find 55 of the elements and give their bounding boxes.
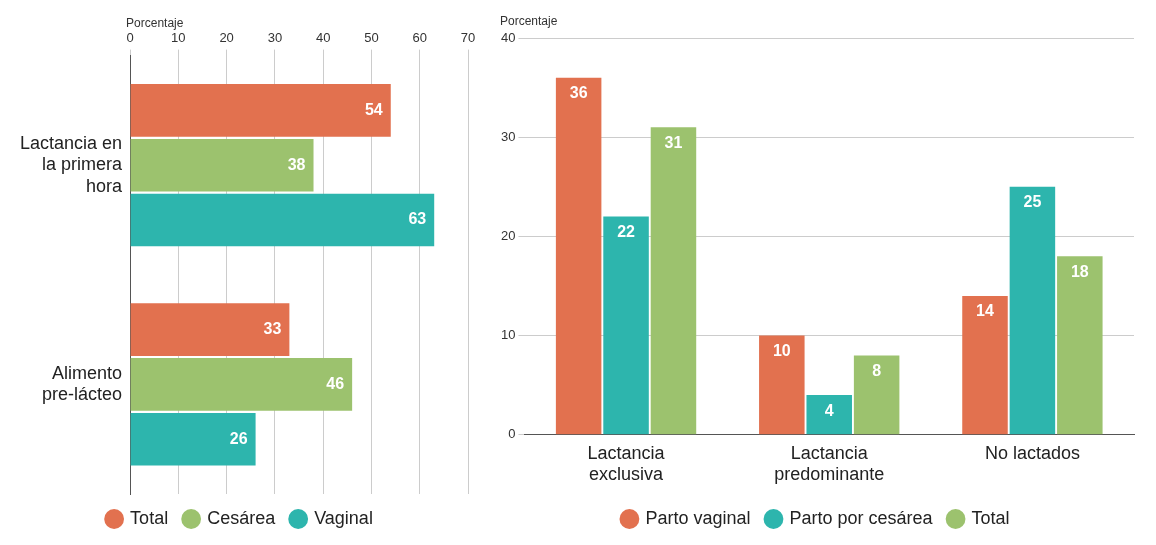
data-label: 4 [824,401,834,419]
x-tick-label: 30 [267,30,283,46]
x-tick-label: 10 [171,30,186,46]
bar [130,412,256,466]
data-label: 22 [617,222,636,240]
x-tick-label: 0 [126,30,134,46]
data-label: 46 [326,374,345,392]
bar [1009,186,1056,435]
y-tick-label: 20 [500,227,516,243]
data-label: 38 [287,155,306,173]
x-tick-label: 40 [315,30,331,46]
x-tick-label: 70 [460,30,476,46]
data-label: 10 [772,342,791,360]
data-label: 26 [229,429,248,447]
legend-label: Total [971,507,1010,528]
legend-label: Cesárea [207,507,277,528]
y-tick-label: 0 [508,426,516,442]
legend-label: Vaginal [314,507,373,528]
data-label: 63 [408,210,427,228]
bar [130,84,391,137]
legend-label: Parto vaginal [645,507,751,528]
y-tick-label: Lactancia en la primera hora [20,132,124,196]
data-label: 14 [976,302,994,320]
bar [130,358,353,411]
legend-label: Total [130,507,169,528]
y-tick-label: 30 [500,128,516,144]
bar [603,216,649,435]
x-tick-label: No lactados [984,442,1080,463]
bar [1057,256,1103,435]
x-axis-title: Porcentaje [126,16,184,31]
data-label: 54 [364,100,383,118]
data-label: 25 [1023,193,1042,211]
x-tick-label: 20 [219,30,234,46]
y-tick-label: 10 [500,327,516,343]
data-label: 33 [263,320,282,338]
bar [806,395,852,435]
bar [130,303,290,356]
x-tick-label: Lactancia predominante [774,442,885,485]
bar [130,193,435,247]
bar [962,295,1008,435]
y-axis-title: Porcentaje [500,14,558,29]
x-tick-label: 60 [412,30,427,46]
data-label: 36 [569,84,588,102]
bar [130,138,314,192]
data-label: 31 [664,133,683,151]
y-tick-label: Alimento pre-lácteo [42,362,123,405]
bar [650,127,697,435]
bar [555,77,602,435]
bar [853,355,900,435]
data-label: 8 [872,361,882,379]
bar [759,335,805,435]
x-tick-label: Lactancia exclusiva [587,442,666,485]
data-label: 18 [1070,262,1089,280]
x-tick-label: 50 [364,30,379,46]
legend-label: Parto por cesárea [789,507,934,528]
